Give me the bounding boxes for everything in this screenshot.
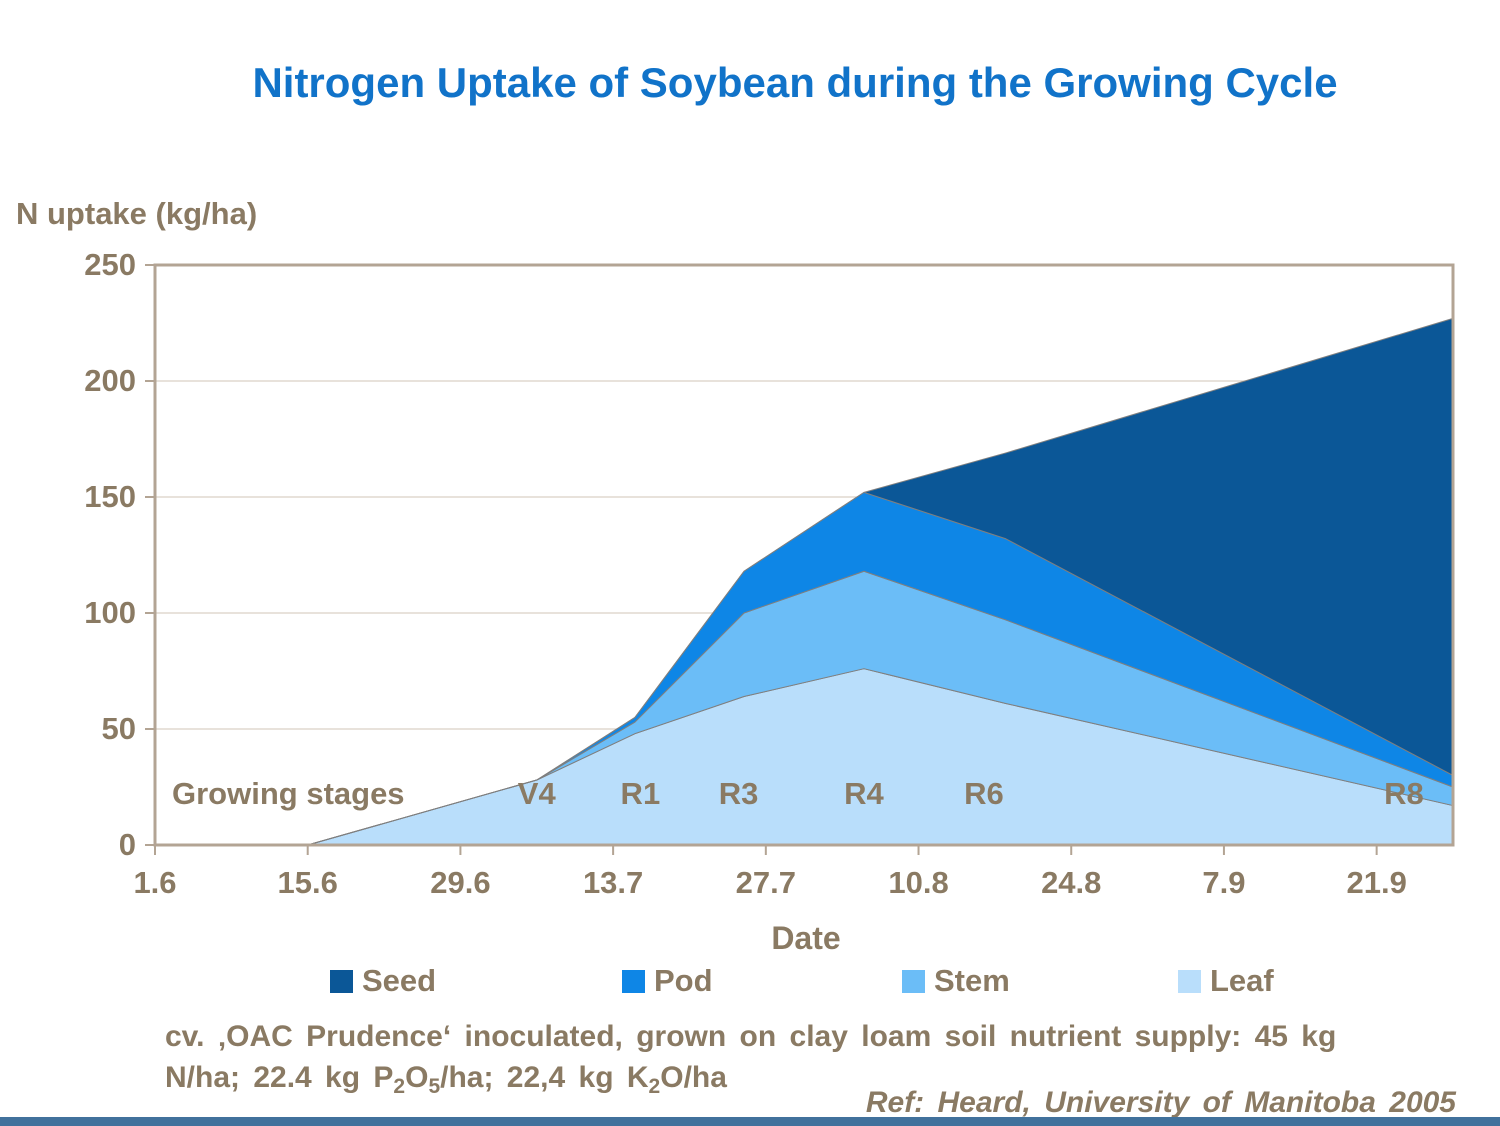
caption-text: N/ha; 22.4 kg P: [165, 1061, 394, 1094]
caption-subscript: 5: [428, 1075, 441, 1098]
x-tick-label-13.7: 13.7: [582, 865, 644, 900]
legend-swatch-seed: [330, 969, 353, 993]
stage-label-v4: V4: [517, 776, 556, 811]
footnote-caption: cv. ‚OAC Prudence‘ inoculated, grown on …: [165, 1016, 1477, 1107]
y-tick-label-0: 0: [118, 827, 136, 862]
legend-item-seed: Seed: [330, 963, 436, 999]
caption-text: O: [405, 1061, 429, 1094]
reference-note: Ref: Heard, University of Manitoba 2005: [865, 1086, 1456, 1119]
legend-label-leaf: Leaf: [1210, 963, 1274, 998]
legend-label-seed: Seed: [362, 963, 437, 998]
legend-item-stem: Stem: [902, 963, 1010, 999]
y-tick-label-250: 250: [84, 247, 136, 282]
y-tick-label-150: 150: [84, 479, 136, 514]
legend-swatch-pod: [622, 969, 645, 993]
stage-label-r4: R4: [844, 776, 884, 811]
x-tick-label-29.6: 29.6: [430, 865, 491, 900]
legend-label-pod: Pod: [654, 963, 713, 998]
stage-label-r8: R8: [1384, 776, 1424, 811]
plot-area: [145, 263, 1455, 855]
caption-subscript: 2: [648, 1075, 661, 1098]
x-tick-label-27.7: 27.7: [735, 865, 796, 900]
y-axis-title: N uptake (kg/ha): [16, 196, 258, 231]
x-axis-title: Date: [771, 920, 841, 956]
x-tick-label-21.9: 21.9: [1346, 865, 1407, 900]
x-tick-label-10.8: 10.8: [888, 865, 949, 900]
footnote-line-2: N/ha; 22.4 kg P2O5/ha; 22,4 kg K2O/ha: [165, 1057, 1477, 1107]
caption-text: /ha; 22,4 kg K: [440, 1061, 649, 1094]
stage-label-r6: R6: [964, 776, 1004, 811]
x-tick-label-1.6: 1.6: [133, 865, 177, 900]
stage-label-r3: R3: [718, 776, 759, 811]
legend-swatch-stem: [902, 969, 925, 993]
caption-text: O/ha: [660, 1061, 727, 1094]
legend-item-pod: Pod: [622, 963, 713, 999]
chart-title: Nitrogen Uptake of Soybean during the Gr…: [252, 59, 1338, 106]
stacked-area-chart: [145, 263, 1455, 855]
x-tick-label-7.9: 7.9: [1202, 865, 1246, 900]
footnote-line-1: cv. ‚OAC Prudence‘ inoculated, grown on …: [165, 1020, 1337, 1053]
stage-label-r1: R1: [620, 776, 661, 811]
slide-footer-bar: [0, 1117, 1500, 1126]
legend-swatch-leaf: [1178, 969, 1201, 993]
y-tick-label-100: 100: [84, 595, 136, 630]
y-tick-label-50: 50: [101, 711, 136, 746]
growing-stages-caption: Growing stages: [172, 776, 405, 811]
y-tick-label-200: 200: [84, 363, 136, 398]
legend-label-stem: Stem: [934, 963, 1010, 998]
x-tick-label-24.8: 24.8: [1041, 865, 1102, 900]
x-tick-label-15.6: 15.6: [277, 865, 338, 900]
plot-border: [153, 263, 1455, 847]
caption-subscript: 2: [393, 1075, 406, 1098]
legend-item-leaf: Leaf: [1178, 963, 1274, 999]
